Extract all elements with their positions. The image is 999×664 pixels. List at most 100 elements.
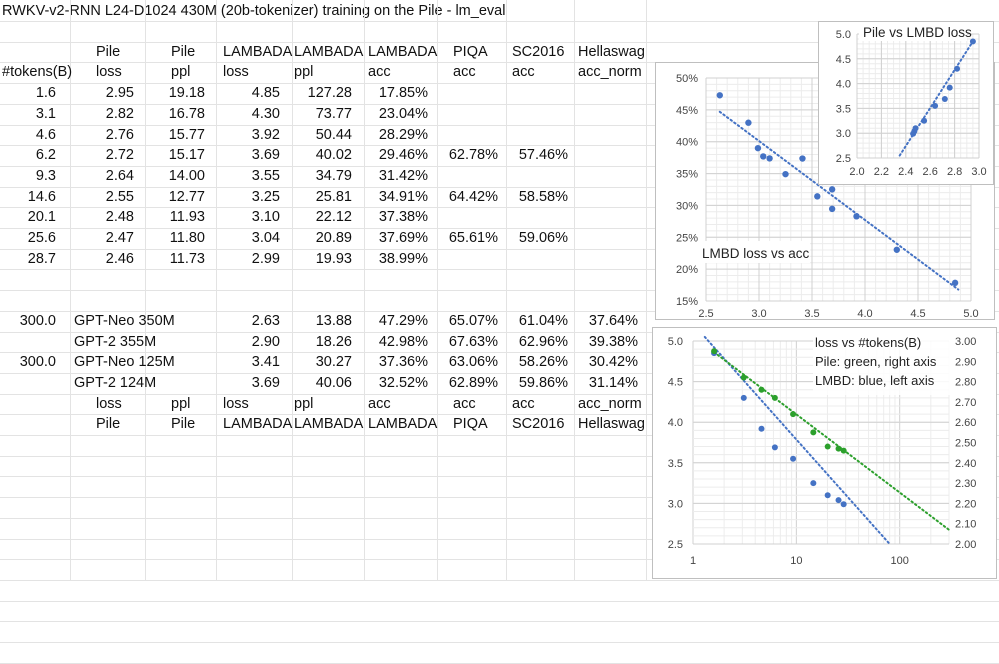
data-cell[interactable]: 4.85 bbox=[251, 85, 280, 102]
data-cell[interactable]: 9.3 bbox=[35, 167, 56, 184]
data-cell[interactable]: 15.17 bbox=[168, 147, 205, 164]
baseline-cell[interactable]: 67.63% bbox=[448, 333, 498, 350]
data-cell[interactable]: 31.42% bbox=[378, 167, 428, 184]
footer-cell[interactable]: SC2016 bbox=[512, 416, 565, 433]
baseline-model-cell[interactable]: GPT-Neo 125M bbox=[74, 354, 175, 371]
data-cell[interactable]: 11.73 bbox=[169, 250, 205, 267]
header-cell[interactable]: acc_norm bbox=[578, 64, 642, 81]
footer-cell[interactable]: acc bbox=[453, 395, 476, 412]
data-cell[interactable]: 15.77 bbox=[168, 126, 205, 143]
footer-cell[interactable]: ppl bbox=[171, 395, 191, 412]
footer-cell[interactable]: loss bbox=[223, 395, 249, 412]
data-cell[interactable]: 2.95 bbox=[105, 85, 134, 102]
baseline-cell[interactable]: 62.96% bbox=[518, 333, 568, 350]
baseline-cell[interactable]: 61.04% bbox=[518, 312, 568, 329]
baseline-cell[interactable]: 59.86% bbox=[518, 374, 568, 391]
data-cell[interactable]: 3.25 bbox=[251, 188, 280, 205]
footer-cell[interactable]: loss bbox=[96, 395, 122, 412]
data-cell[interactable]: 3.92 bbox=[251, 126, 280, 143]
data-cell[interactable]: 20.89 bbox=[315, 230, 352, 246]
footer-cell[interactable]: Pile bbox=[96, 416, 121, 433]
footer-cell[interactable]: LAMBADA bbox=[294, 416, 364, 433]
data-cell[interactable]: 14.00 bbox=[168, 167, 205, 184]
data-cell[interactable]: 16.78 bbox=[168, 105, 205, 122]
header-cell[interactable]: loss bbox=[223, 64, 249, 81]
baseline-cell[interactable]: 30.27 bbox=[315, 354, 352, 371]
data-cell[interactable]: 65.61% bbox=[448, 230, 498, 246]
chart-pile-vs-lmbd-loss[interactable]: 2.0 2.2 2.4 2.6 2.8 3.0 2.5 3.0 3.5 4.0 4.5 5.0 Pile… bbox=[818, 21, 994, 185]
data-cell[interactable]: 57.46% bbox=[518, 147, 568, 164]
data-cell[interactable]: 50.44 bbox=[315, 126, 352, 143]
baseline-model-cell[interactable]: GPT-2 355M bbox=[74, 333, 157, 350]
data-cell[interactable]: 2.48 bbox=[105, 209, 134, 226]
data-cell[interactable]: 3.69 bbox=[251, 147, 280, 164]
header-cell[interactable]: loss bbox=[96, 64, 122, 81]
footer-cell[interactable]: PIQA bbox=[453, 416, 488, 433]
header-cell[interactable]: Pile bbox=[96, 43, 121, 60]
baseline-cell[interactable]: 3.69 bbox=[251, 374, 280, 391]
baseline-model-cell[interactable]: GPT-Neo 350M bbox=[74, 312, 175, 329]
data-cell[interactable]: 2.64 bbox=[105, 167, 134, 184]
header-cell[interactable]: ppl bbox=[171, 64, 191, 81]
data-cell[interactable]: 34.79 bbox=[315, 167, 352, 184]
header-cell[interactable]: acc bbox=[512, 64, 535, 81]
footer-cell[interactable]: LAMBADA bbox=[223, 416, 293, 433]
baseline-cell[interactable]: 18.26 bbox=[315, 333, 352, 350]
data-cell[interactable]: 3.10 bbox=[251, 209, 280, 226]
data-cell[interactable]: 4.6 bbox=[35, 126, 56, 143]
header-cell[interactable]: acc bbox=[368, 64, 391, 81]
data-cell[interactable]: 64.42% bbox=[448, 188, 498, 205]
data-cell[interactable]: 29.46% bbox=[378, 147, 428, 164]
baseline-cell[interactable]: 31.14% bbox=[588, 374, 638, 391]
data-cell[interactable]: 25.81 bbox=[315, 188, 352, 205]
footer-cell[interactable]: Pile bbox=[171, 416, 196, 433]
footer-cell[interactable]: ppl bbox=[294, 395, 314, 412]
data-cell[interactable]: 19.18 bbox=[168, 85, 205, 102]
baseline-cell[interactable]: 63.06% bbox=[448, 354, 498, 371]
baseline-cell[interactable]: 62.89% bbox=[448, 374, 498, 391]
header-cell[interactable]: Hellaswag bbox=[578, 43, 645, 60]
data-cell[interactable]: 22.12 bbox=[315, 209, 352, 226]
data-cell[interactable]: 2.99 bbox=[251, 250, 280, 267]
header-cell[interactable]: acc bbox=[453, 64, 476, 81]
data-cell[interactable]: 2.55 bbox=[105, 188, 134, 205]
data-cell[interactable]: 2.72 bbox=[105, 147, 134, 164]
data-cell[interactable]: 2.47 bbox=[105, 230, 134, 246]
header-cell[interactable]: ppl bbox=[294, 64, 314, 81]
data-cell[interactable]: 11.80 bbox=[169, 230, 205, 246]
data-cell[interactable]: 4.30 bbox=[251, 105, 280, 122]
data-cell[interactable]: 3.04 bbox=[251, 230, 280, 246]
footer-cell[interactable]: LAMBADA bbox=[368, 416, 438, 433]
baseline-cell[interactable]: 37.36% bbox=[378, 354, 428, 371]
data-cell[interactable]: 19.93 bbox=[315, 250, 352, 267]
data-cell[interactable]: 20.1 bbox=[27, 209, 56, 226]
data-cell[interactable]: 17.85% bbox=[378, 85, 428, 102]
data-cell[interactable]: 34.91% bbox=[378, 188, 428, 205]
header-cell[interactable]: LAMBADA bbox=[223, 43, 293, 60]
baseline-cell[interactable]: 37.64% bbox=[588, 312, 638, 329]
baseline-model-cell[interactable]: GPT-2 124M bbox=[74, 374, 157, 391]
data-cell[interactable]: 59.06% bbox=[518, 230, 568, 246]
data-cell[interactable]: 2.82 bbox=[105, 105, 134, 122]
header-cell[interactable]: SC2016 bbox=[512, 43, 565, 60]
baseline-cell[interactable]: 3.41 bbox=[251, 354, 280, 371]
baseline-cell[interactable]: 58.26% bbox=[518, 354, 568, 371]
data-cell[interactable]: 3.1 bbox=[35, 105, 56, 122]
data-cell[interactable]: 6.2 bbox=[35, 147, 56, 164]
footer-cell[interactable]: acc bbox=[368, 395, 391, 412]
data-cell[interactable]: 2.46 bbox=[105, 250, 134, 267]
data-cell[interactable]: 2.76 bbox=[105, 126, 134, 143]
header-cell[interactable]: PIQA bbox=[453, 43, 488, 60]
chart-loss-vs-tokens[interactable]: 2.5 3.0 3.5 4.0 4.5 5.0 2.00 2.10 2.20 2.30 2.40 2.… bbox=[652, 327, 997, 579]
data-cell[interactable]: 73.77 bbox=[315, 105, 352, 122]
data-cell[interactable]: 1.6 bbox=[35, 85, 56, 102]
baseline-cell[interactable]: 2.63 bbox=[251, 312, 280, 329]
data-cell[interactable]: 58.58% bbox=[518, 188, 568, 205]
data-cell[interactable]: 127.28 bbox=[307, 85, 352, 102]
baseline-cell[interactable]: 47.29% bbox=[378, 312, 428, 329]
data-cell[interactable]: 11.93 bbox=[169, 209, 205, 226]
baseline-cell[interactable]: 2.90 bbox=[251, 333, 280, 350]
header-cell[interactable]: LAMBADA bbox=[368, 43, 438, 60]
data-cell[interactable]: 3.55 bbox=[251, 167, 280, 184]
baseline-cell[interactable]: 65.07% bbox=[448, 312, 498, 329]
